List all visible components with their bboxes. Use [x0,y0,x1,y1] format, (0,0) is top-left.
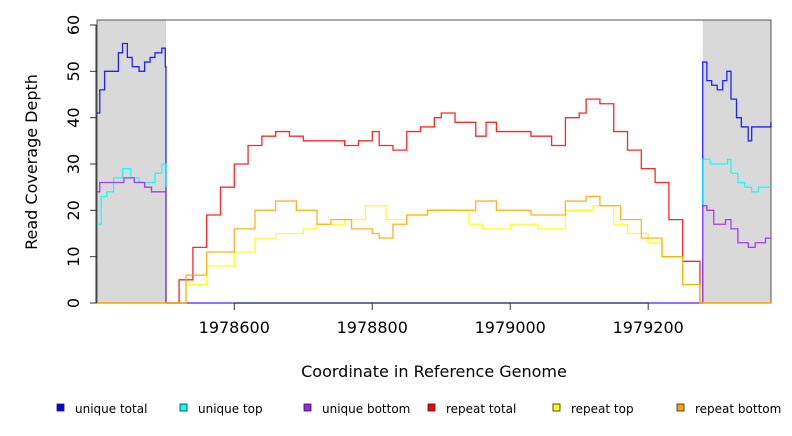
shaded-region [97,20,166,303]
shaded-regions [97,20,771,303]
legend-label: repeat bottom [695,402,781,416]
series-line-repeat-top [97,205,771,304]
series-line-unique-total [97,42,772,304]
y-tick-label: 0 [64,298,83,308]
x-tick-label: 1978600 [199,318,270,337]
legend-swatch [303,403,312,412]
legend-swatch [56,403,65,412]
plot-frame [96,19,772,304]
legend-label: unique total [75,402,147,416]
y-tick-label: 40 [64,107,83,127]
shaded-region [702,20,771,303]
axes: 0 10 20 30 40 50 60 1978600 1978800 1979000 197920… [64,15,684,337]
legend-label: repeat top [571,402,634,416]
legend-label: repeat total [446,402,516,416]
x-axis-label: Coordinate in Reference Genome [301,362,567,381]
legend-swatch [179,403,188,412]
x-tick-label: 1979000 [475,318,546,337]
legend-swatch [676,403,685,412]
y-tick-label: 10 [64,246,83,266]
x-tick-label: 1979200 [613,318,684,337]
y-axis-label: Read Coverage Depth [22,74,41,250]
series-lines [97,42,772,304]
legend-swatch [427,403,436,412]
series-line-unique-top [97,158,771,304]
y-tick-label: 50 [64,61,83,81]
y-tick-label: 20 [64,200,83,220]
y-tick-label: 60 [64,15,83,35]
legend-swatch [552,403,561,412]
series-line-unique-bottom [97,177,771,304]
series-line-repeat-bottom [97,195,771,304]
legend-label: unique bottom [322,402,410,416]
x-tick-label: 1978800 [337,318,408,337]
legend-label: unique top [198,402,263,416]
y-tick-label: 30 [64,154,83,174]
legend: unique total unique top unique bottom repea… [56,402,781,416]
series-line-repeat-total [97,98,771,304]
